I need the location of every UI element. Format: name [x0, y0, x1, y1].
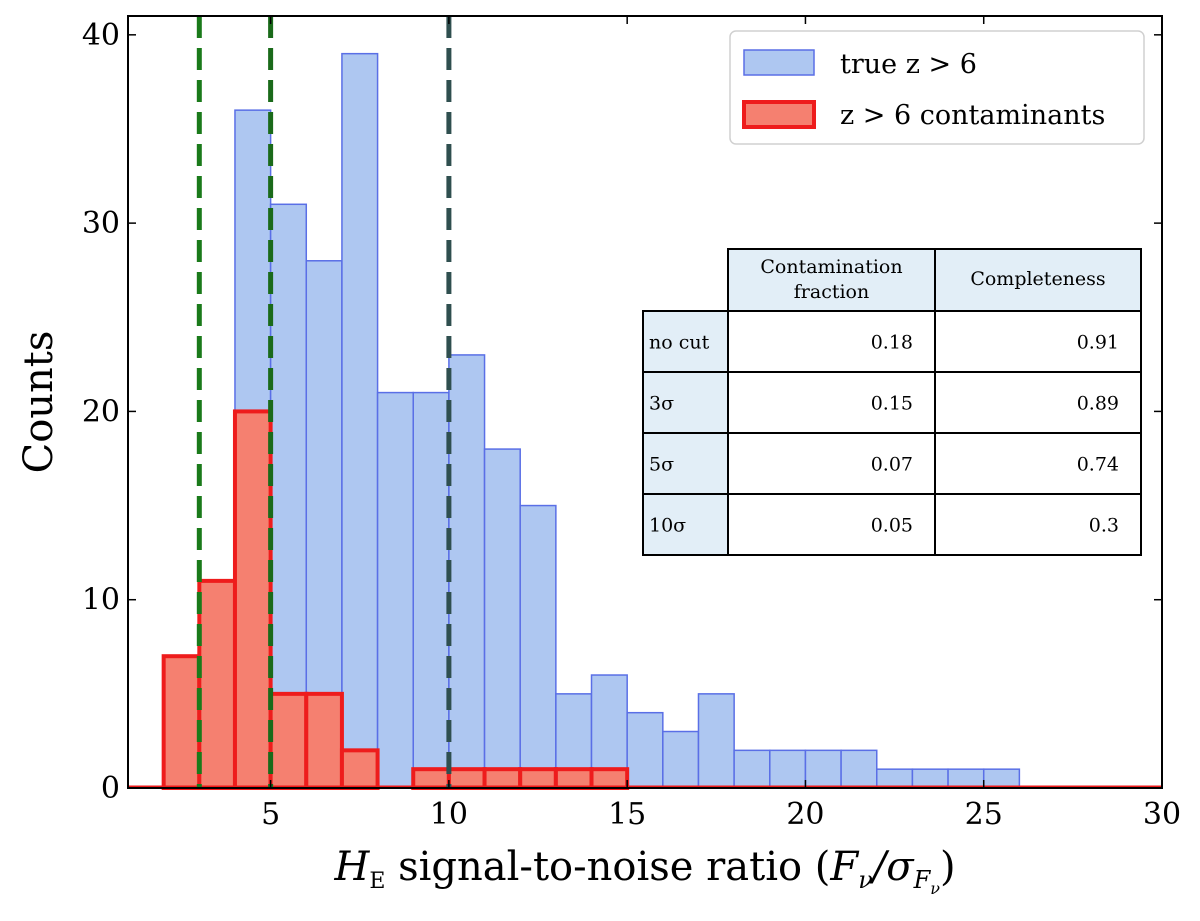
x-label-nu: ν	[858, 866, 873, 894]
table-row-label: 5σ	[649, 454, 674, 476]
table-completeness-value: 0.74	[1077, 454, 1119, 476]
table-header-cell	[934, 248, 1142, 312]
table-completeness-value: 0.3	[1089, 515, 1119, 537]
table-completeness-value: 0.89	[1077, 393, 1119, 415]
x-label-flux-sub: F	[913, 866, 932, 894]
x-label-flux: F	[829, 844, 859, 890]
contaminant-bar	[268, 691, 309, 790]
legend-swatch-true	[743, 49, 815, 76]
y-tick-label: 10	[82, 583, 120, 618]
y-tick-label: 30	[82, 206, 120, 241]
table-contamination-value: 0.18	[871, 332, 913, 354]
x-label-symbol: H	[333, 844, 370, 890]
true-z6-bar	[519, 504, 557, 789]
table-header-contamination: fraction	[794, 281, 869, 303]
x-axis-label: HE signal-to-noise ratio (Fν/σFν)	[333, 844, 955, 898]
contaminant-bar	[518, 767, 558, 790]
true-z6-bar	[840, 749, 878, 789]
true-z6-bar	[733, 749, 771, 789]
contaminant-bar	[304, 691, 344, 790]
table-contamination-value: 0.05	[871, 515, 913, 537]
contaminant-bar	[482, 767, 523, 790]
table-row-label: 10σ	[649, 515, 686, 537]
true-z6-bar	[448, 354, 486, 789]
y-tick-label: 0	[101, 771, 120, 806]
contaminant-bar	[339, 748, 380, 791]
true-z6-bar	[769, 749, 807, 789]
true-z6-bar	[626, 711, 664, 789]
x-tick-label: 5	[261, 797, 280, 832]
table-cell	[934, 371, 1142, 434]
true-z6-bar	[947, 768, 985, 789]
x-label-subscript: E	[369, 869, 385, 894]
table-header-contamination: Contamination	[760, 256, 902, 278]
table-cell	[727, 432, 936, 495]
table-row-label: no cut	[649, 332, 710, 354]
table-cell	[727, 310, 936, 373]
x-tick-label: 30	[1143, 797, 1181, 832]
table-cell	[934, 310, 1142, 373]
y-tick-label: 20	[82, 394, 120, 429]
plot-frame	[127, 15, 1163, 789]
table-header-completeness: Completeness	[970, 268, 1105, 290]
true-z6-bar	[911, 768, 949, 789]
contaminant-bar	[553, 767, 594, 790]
true-z6-bar	[804, 749, 842, 789]
table-row-header	[642, 371, 729, 434]
contaminant-bar	[161, 654, 202, 790]
table-completeness-value: 0.91	[1077, 332, 1119, 354]
table-cell	[727, 371, 936, 434]
legend-swatch-contaminants	[742, 100, 816, 129]
x-tick-label: 10	[430, 797, 468, 832]
legend: true z > 6 z > 6 contaminants	[729, 30, 1145, 145]
x-tick-label: 20	[786, 797, 824, 832]
x-tick-label: 25	[965, 797, 1003, 832]
true-z6-bar	[376, 391, 414, 789]
table-cell	[934, 432, 1142, 495]
contaminant-bar	[446, 767, 487, 790]
table-cell	[727, 493, 936, 556]
legend-box	[729, 30, 1145, 145]
x-label-close: )	[940, 844, 956, 890]
table-contamination-value: 0.15	[871, 393, 913, 415]
true-z6-bar	[341, 52, 379, 789]
table-row-label: 3σ	[649, 393, 674, 415]
true-z6-bar	[662, 730, 700, 789]
contaminant-bar	[197, 578, 237, 790]
true-z6-bar	[269, 203, 308, 789]
legend-label-contaminants: z > 6 contaminants	[840, 100, 1105, 131]
table-contamination-value: 0.07	[871, 454, 913, 476]
contaminant-bar	[589, 767, 630, 790]
x-tick-label: 15	[608, 797, 646, 832]
legend-label-true: true z > 6	[840, 49, 977, 80]
y-tick-label: 40	[82, 18, 120, 53]
contaminant-bar	[232, 409, 273, 790]
table-cell	[934, 493, 1142, 556]
x-label-sigma: /σ	[869, 844, 915, 890]
y-axis-label: Counts	[16, 331, 62, 474]
table-row-header	[642, 432, 729, 495]
x-label-text: signal-to-noise ratio (	[385, 844, 830, 890]
stats-table: no cut 0.18 0.91 3σ 0.15 0.89 5σ 0.07 0.74 10σ 0.0…	[642, 248, 1142, 556]
x-label-nu-sub: ν	[930, 879, 940, 898]
true-z6-bar	[982, 768, 1021, 789]
contaminant-bar	[411, 767, 451, 790]
true-z6-bar	[412, 391, 450, 789]
true-z6-bar	[697, 693, 735, 789]
true-z6-bar	[876, 768, 914, 789]
true-z6-bar	[483, 448, 521, 789]
